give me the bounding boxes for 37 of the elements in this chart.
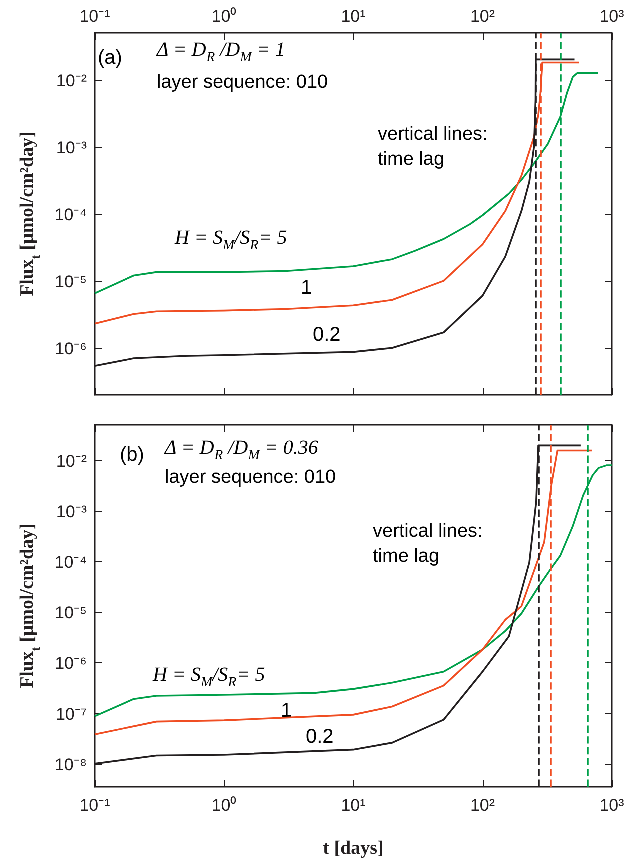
x-tick-label: 10²	[470, 796, 496, 815]
y-tick-label: 10⁻⁴	[54, 206, 87, 224]
y-tick-label: 10⁻⁷	[56, 704, 87, 724]
y-tick-label: 10⁻⁵	[55, 604, 87, 623]
x-tick-label: 10³	[600, 796, 625, 815]
series-label: 1	[301, 277, 312, 299]
x-tick-label: 10⁰	[212, 7, 237, 26]
annotation: vertical lines:	[373, 521, 483, 542]
x-tick-label: 10⁻¹	[80, 7, 111, 26]
annotation: (b)	[120, 444, 144, 466]
y-tick-label: 10⁻²	[56, 452, 88, 471]
y-tick-label: 10⁻²	[56, 71, 88, 90]
y-tick-label: 10⁻⁶	[55, 654, 87, 674]
annotation: (a)	[98, 47, 122, 69]
y-tick-label: 10⁻³	[56, 138, 88, 158]
y-tick-label: 10⁻³	[56, 502, 88, 522]
x-tick-label: 10³	[600, 7, 625, 26]
x-tick-label: 10¹	[341, 796, 366, 815]
y-axis-title: Fluxt [μmol/cm²day]	[17, 132, 43, 296]
annotation: layer sequence: 010	[165, 467, 336, 488]
annotation: time lag	[378, 149, 445, 170]
x-axis-title: t [days]	[323, 838, 384, 859]
x-tick-label: 10⁰	[212, 796, 237, 815]
annotation: time lag	[373, 546, 440, 567]
x-tick-label: 10⁻¹	[80, 796, 111, 815]
series-label: 1	[281, 700, 292, 722]
x-tick-label: 10²	[470, 7, 496, 26]
y-tick-label: 10⁻⁸	[54, 755, 87, 774]
y-tick-label: 10⁻⁶	[55, 340, 87, 359]
series-label: 0.2	[306, 726, 334, 748]
series-label: 0.2	[313, 324, 341, 346]
y-tick-label: 10⁻⁴	[54, 553, 87, 572]
x-tick-label: 10¹	[341, 7, 366, 26]
y-tick-label: 10⁻⁵	[55, 272, 87, 292]
annotation: vertical lines:	[378, 124, 488, 145]
y-axis-title: Fluxt [μmol/cm²day]	[17, 524, 43, 688]
annotation: layer sequence: 010	[157, 72, 328, 93]
